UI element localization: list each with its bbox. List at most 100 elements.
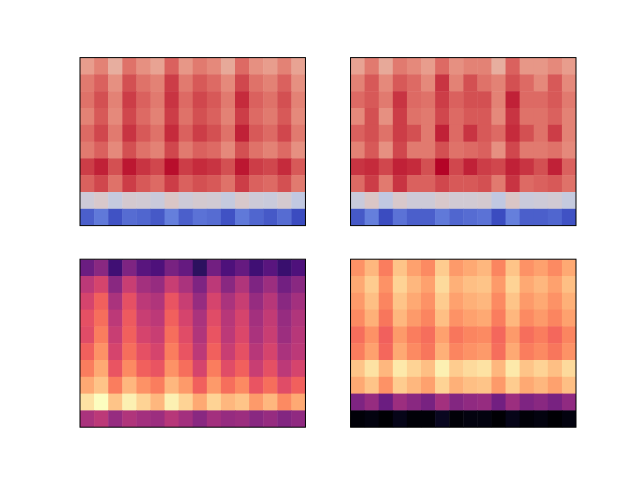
heat-cell [165,175,180,192]
heat-cell [548,326,563,343]
heat-cell [235,192,250,209]
heat-cell [548,410,563,427]
heat-cell [548,293,563,310]
heat-cell [435,276,450,293]
heat-cell [150,343,165,360]
heat-cell [379,175,394,192]
heat-cell [463,276,478,293]
heat-cell [393,259,408,276]
plot-frame [80,259,305,427]
heat-cell [393,394,408,411]
heat-cell [235,58,250,75]
heat-cell [393,58,408,75]
heat-cell [393,142,408,159]
heat-cell [80,293,95,310]
heat-cell [122,276,137,293]
heat-cell [506,142,521,159]
heat-cell [520,343,535,360]
heat-cell [94,259,109,276]
heat-cell [534,310,549,327]
heat-cell [136,125,151,142]
heat-cell [235,310,250,327]
heat-cell [520,175,535,192]
heat-cell [379,158,394,175]
heat-cell [491,360,506,377]
heat-cell [435,192,450,209]
heat-cell [108,310,123,327]
heat-cell [435,343,450,360]
heat-cell [108,142,123,159]
heat-cell [463,58,478,75]
heat-cell [291,326,305,343]
heat-cell [393,192,408,209]
heat-cell [520,310,535,327]
heat-cell [421,394,436,411]
heat-cell [365,259,380,276]
heat-cell [249,410,264,427]
cells [351,58,576,226]
heat-cell [277,125,292,142]
heat-cell [179,125,194,142]
heat-cell [122,158,137,175]
heat-cell [277,276,292,293]
heat-cell [491,377,506,394]
heat-cell [520,410,535,427]
heat-cell [221,58,236,75]
heat-cell [249,108,264,125]
heat-cell [108,276,123,293]
heat-cell [534,175,549,192]
heat-cell [291,125,305,142]
heat-cell [136,259,151,276]
heat-cell [108,209,123,226]
heat-cell [94,326,109,343]
heat-cell [435,394,450,411]
heat-cell [80,394,95,411]
heat-cell [94,377,109,394]
heat-cell [534,158,549,175]
heat-cell [193,108,208,125]
heat-cell [136,158,151,175]
heat-cell [207,91,222,108]
heat-cell [221,310,236,327]
heat-cell [520,293,535,310]
heat-cell [179,360,194,377]
heat-cell [122,377,137,394]
heat-cell [108,74,123,91]
heat-cell [407,259,422,276]
heat-cell [449,276,464,293]
heat-cell [548,158,563,175]
heat-cell [463,259,478,276]
heat-cell [534,326,549,343]
heat-cell [548,377,563,394]
heat-cell [235,158,250,175]
heat-cell [421,276,436,293]
heat-cell [520,326,535,343]
heat-cell [263,377,278,394]
heat-cell [449,91,464,108]
heat-cell [421,377,436,394]
heat-cell [351,394,366,411]
heat-cell [221,360,236,377]
heat-cell [80,259,95,276]
heat-cell [463,108,478,125]
heat-cell [207,209,222,226]
heat-cell [221,394,236,411]
heat-cell [165,158,180,175]
heat-cell [351,276,366,293]
heat-cell [193,125,208,142]
heat-cell [150,360,165,377]
heat-cell [463,326,478,343]
heat-cell [108,326,123,343]
heat-cell [291,377,305,394]
heat-cell [351,58,366,75]
heat-cell [506,394,521,411]
heat-cell [351,192,366,209]
heat-cell [122,326,137,343]
heat-cell [365,394,380,411]
heat-cell [449,125,464,142]
heat-cell [435,158,450,175]
heat-cell [193,360,208,377]
heat-cell [165,360,180,377]
heat-cell [562,74,576,91]
heat-cell [165,394,180,411]
